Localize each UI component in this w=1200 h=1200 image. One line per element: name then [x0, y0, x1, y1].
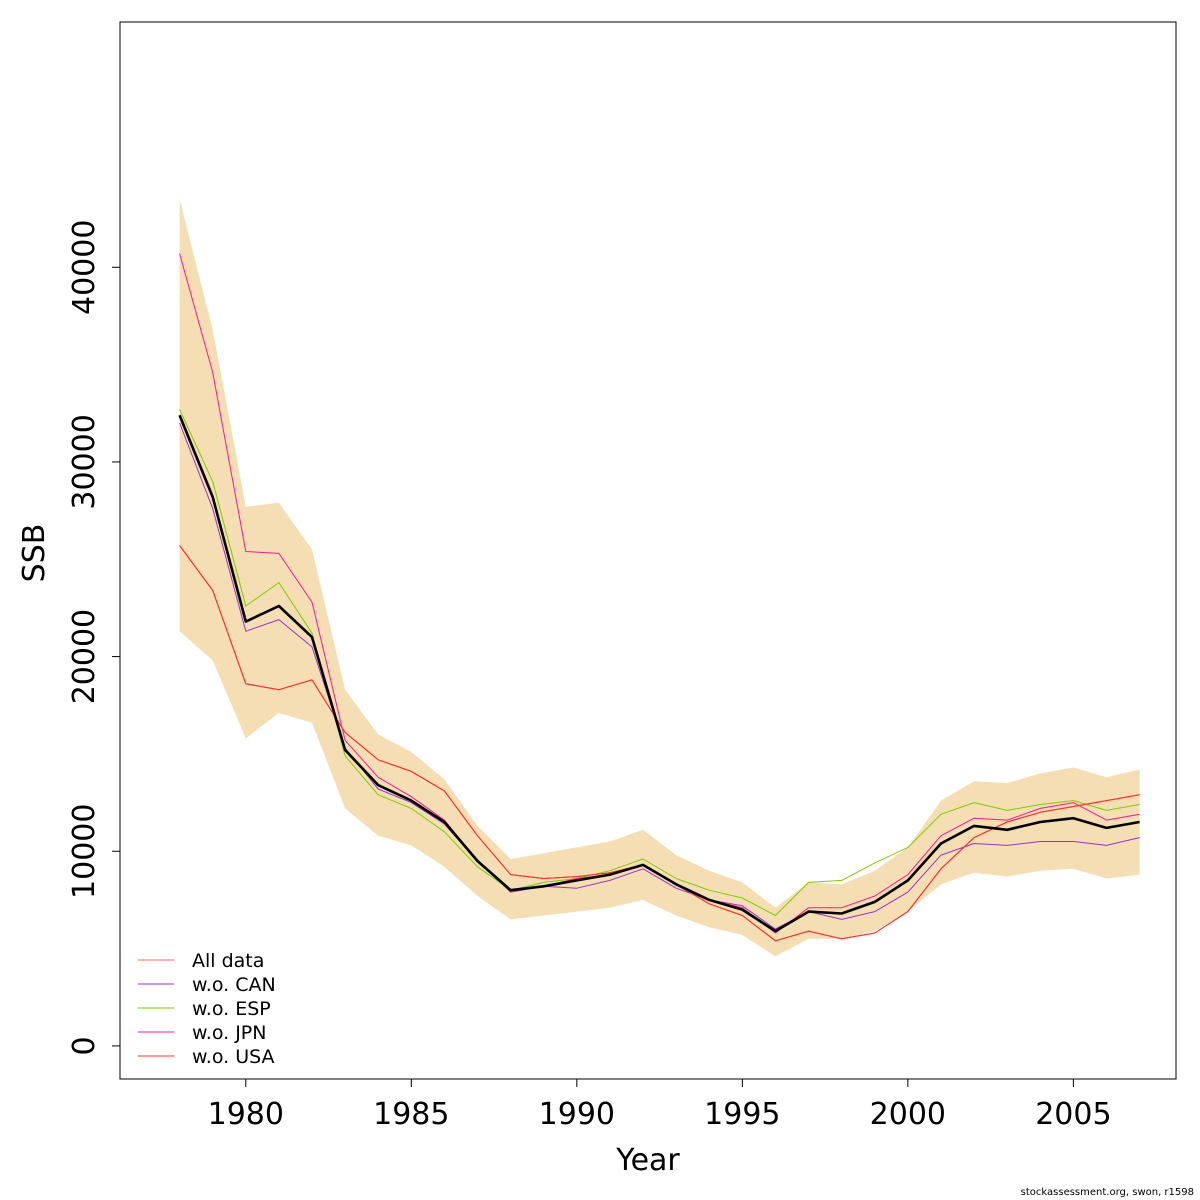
legend-item: w.o. JPN: [138, 1022, 266, 1044]
x-axis: 1980 1985 1990 1995 2000 2005: [208, 1078, 1112, 1132]
legend-label: All data: [192, 950, 264, 972]
legend-label: w.o. CAN: [192, 974, 276, 996]
legend-label: w.o. ESP: [192, 998, 271, 1020]
legend-item: w.o. ESP: [138, 998, 271, 1020]
confidence-band-layer: [179, 199, 1140, 957]
y-tick-label: 10000: [67, 804, 102, 899]
x-axis-title: Year: [615, 1143, 680, 1178]
legend-label: w.o. JPN: [192, 1022, 266, 1044]
y-axis-title: SSB: [17, 524, 52, 583]
y-tick-label: 20000: [67, 609, 102, 704]
x-tick-label: 1985: [373, 1097, 449, 1132]
series-layer: [178, 253, 1140, 942]
footer-credit: stockassessment.org, swon, r1598: [1020, 1187, 1194, 1198]
legend-item: w.o. CAN: [138, 974, 276, 996]
x-tick-label: 1990: [539, 1097, 615, 1132]
legend-item: All data: [138, 950, 264, 972]
y-tick-label: 40000: [67, 220, 102, 315]
y-axis: 0 10000 20000 30000 40000: [67, 220, 121, 1055]
x-tick-label: 1995: [704, 1097, 780, 1132]
y-tick-label: 0: [67, 1036, 102, 1055]
x-tick-label: 2000: [870, 1097, 946, 1132]
x-tick-label: 2005: [1035, 1097, 1111, 1132]
x-tick-label: 1980: [208, 1097, 284, 1132]
series-line-main: [178, 414, 1140, 933]
confidence-band: [179, 199, 1140, 957]
legend-item: w.o. USA: [138, 1046, 275, 1068]
y-tick-label: 30000: [67, 414, 102, 509]
legend-label: w.o. USA: [192, 1046, 275, 1068]
